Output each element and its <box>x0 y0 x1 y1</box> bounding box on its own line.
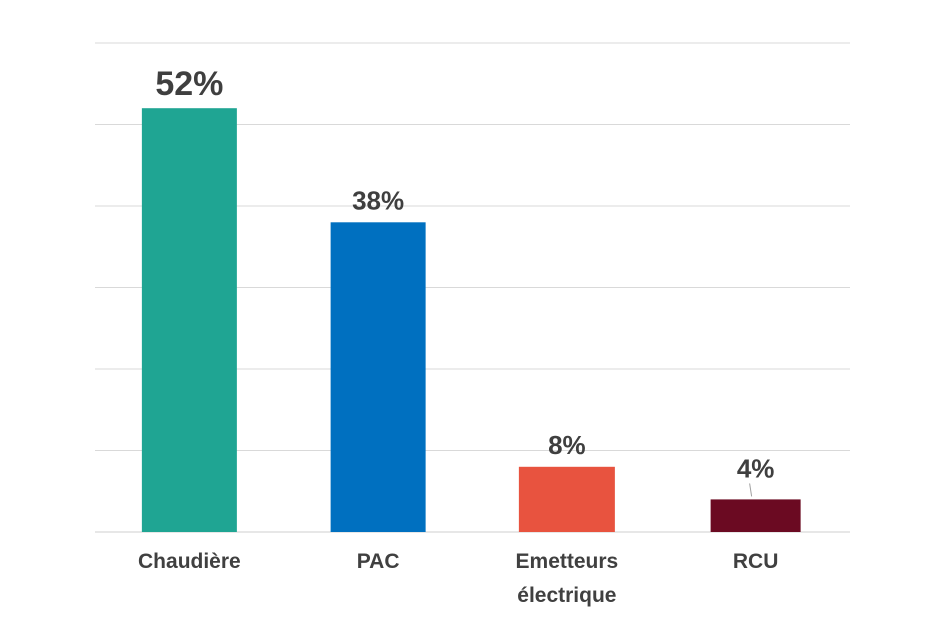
bar <box>710 499 801 532</box>
x-tick-label: PAC <box>357 550 400 573</box>
bar <box>141 108 237 532</box>
bar <box>518 466 615 532</box>
data-label: 52% <box>155 65 223 103</box>
data-label: 4% <box>737 453 775 483</box>
data-label: 38% <box>352 185 404 215</box>
bars <box>141 108 801 533</box>
data-label-leader-line <box>749 483 753 497</box>
data-label: 8% <box>548 430 586 460</box>
x-tick-label: Chaudière <box>138 550 241 573</box>
bar <box>330 222 426 533</box>
x-tick-label: RCU <box>733 550 779 573</box>
category-labels: Chaudière PAC Emetteurs électrique RCU <box>138 550 778 607</box>
x-tick-label: Emetteurs électrique <box>516 550 619 607</box>
value-labels: 52% 38% 8% 4% <box>155 65 775 497</box>
